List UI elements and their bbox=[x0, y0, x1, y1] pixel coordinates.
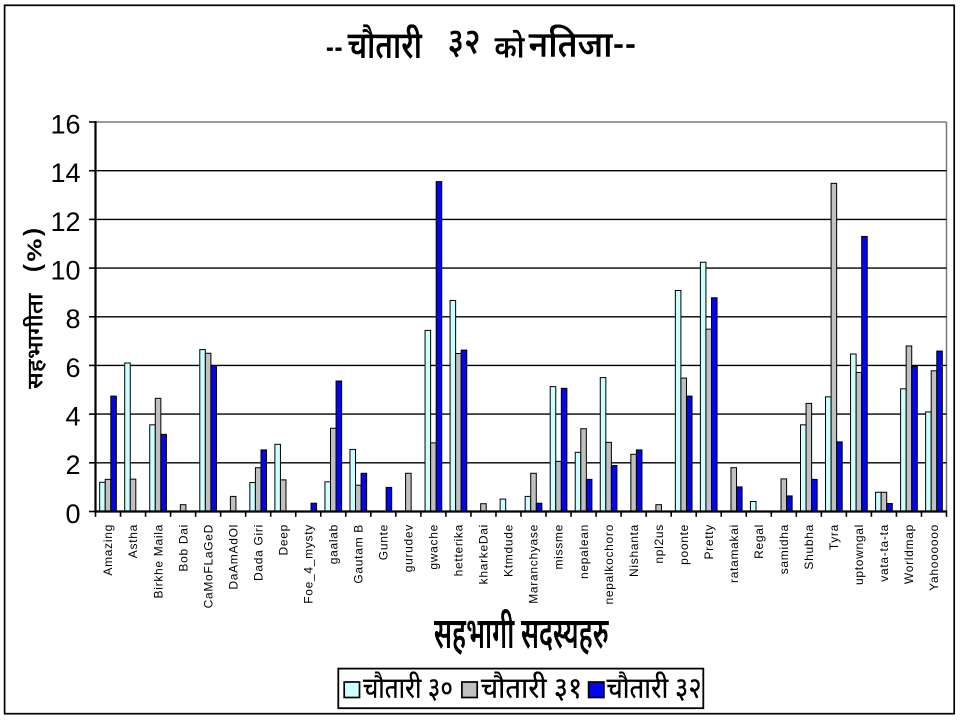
svg-text:samidha: samidha bbox=[777, 524, 791, 574]
svg-text:Nishanta: Nishanta bbox=[627, 524, 641, 577]
svg-text:6: 6 bbox=[65, 353, 80, 383]
svg-text:missme: missme bbox=[552, 524, 566, 570]
svg-text:Gautam B: Gautam B bbox=[352, 524, 366, 584]
svg-text:Deep: Deep bbox=[276, 524, 290, 556]
svg-text:Birkhe Maila: Birkhe Maila bbox=[151, 524, 165, 598]
svg-text:DaAmAdOl: DaAmAdOl bbox=[226, 524, 240, 590]
svg-text:kharkeDai: kharkeDai bbox=[477, 524, 491, 584]
svg-text:poonte: poonte bbox=[677, 524, 691, 565]
svg-text:gurudev: gurudev bbox=[402, 524, 416, 572]
svg-text:14: 14 bbox=[50, 158, 80, 188]
svg-text:Regal: Regal bbox=[752, 524, 766, 559]
svg-text:nepalean: nepalean bbox=[577, 524, 591, 579]
svg-text:Foe_4_mysty: Foe_4_mysty bbox=[301, 524, 315, 604]
svg-text:10: 10 bbox=[50, 256, 80, 286]
svg-text:16: 16 bbox=[50, 109, 80, 139]
svg-text:Maranchyase: Maranchyase bbox=[527, 524, 541, 604]
svg-text:vata-ta-ta: vata-ta-ta bbox=[877, 524, 891, 582]
svg-text:Worldmap: Worldmap bbox=[902, 524, 916, 584]
svg-text:Pretty: Pretty bbox=[702, 524, 716, 560]
svg-text:Ktmdude: Ktmdude bbox=[502, 524, 516, 577]
svg-text:Dada Giri: Dada Giri bbox=[251, 524, 265, 581]
svg-text:gaalab: gaalab bbox=[327, 524, 341, 564]
svg-text:12: 12 bbox=[50, 207, 80, 237]
svg-text:hetterika: hetterika bbox=[452, 524, 466, 576]
svg-text:Tyra: Tyra bbox=[827, 524, 841, 550]
svg-text:gwache: gwache bbox=[427, 524, 441, 570]
svg-text:0: 0 bbox=[65, 499, 80, 529]
svg-text:CaMoFLaGeD: CaMoFLaGeD bbox=[201, 524, 215, 608]
svg-text:Bob Dai: Bob Dai bbox=[176, 524, 190, 572]
svg-text:Gunte: Gunte bbox=[377, 524, 391, 560]
svg-text:8: 8 bbox=[65, 304, 80, 334]
svg-text:nepalkochoro: nepalkochoro bbox=[602, 524, 616, 604]
svg-text:Shubha: Shubha bbox=[802, 524, 816, 570]
svg-text:Astha: Astha bbox=[126, 524, 140, 558]
svg-text:2: 2 bbox=[65, 450, 80, 480]
svg-text:ratamakai: ratamakai bbox=[727, 524, 741, 583]
svg-text:uptowngal: uptowngal bbox=[852, 524, 866, 585]
svg-text:Yahoooooo: Yahoooooo bbox=[927, 524, 941, 591]
svg-text:4: 4 bbox=[65, 402, 80, 432]
svg-text:Amazing: Amazing bbox=[101, 524, 115, 576]
svg-text:npl2us: npl2us bbox=[652, 524, 666, 564]
